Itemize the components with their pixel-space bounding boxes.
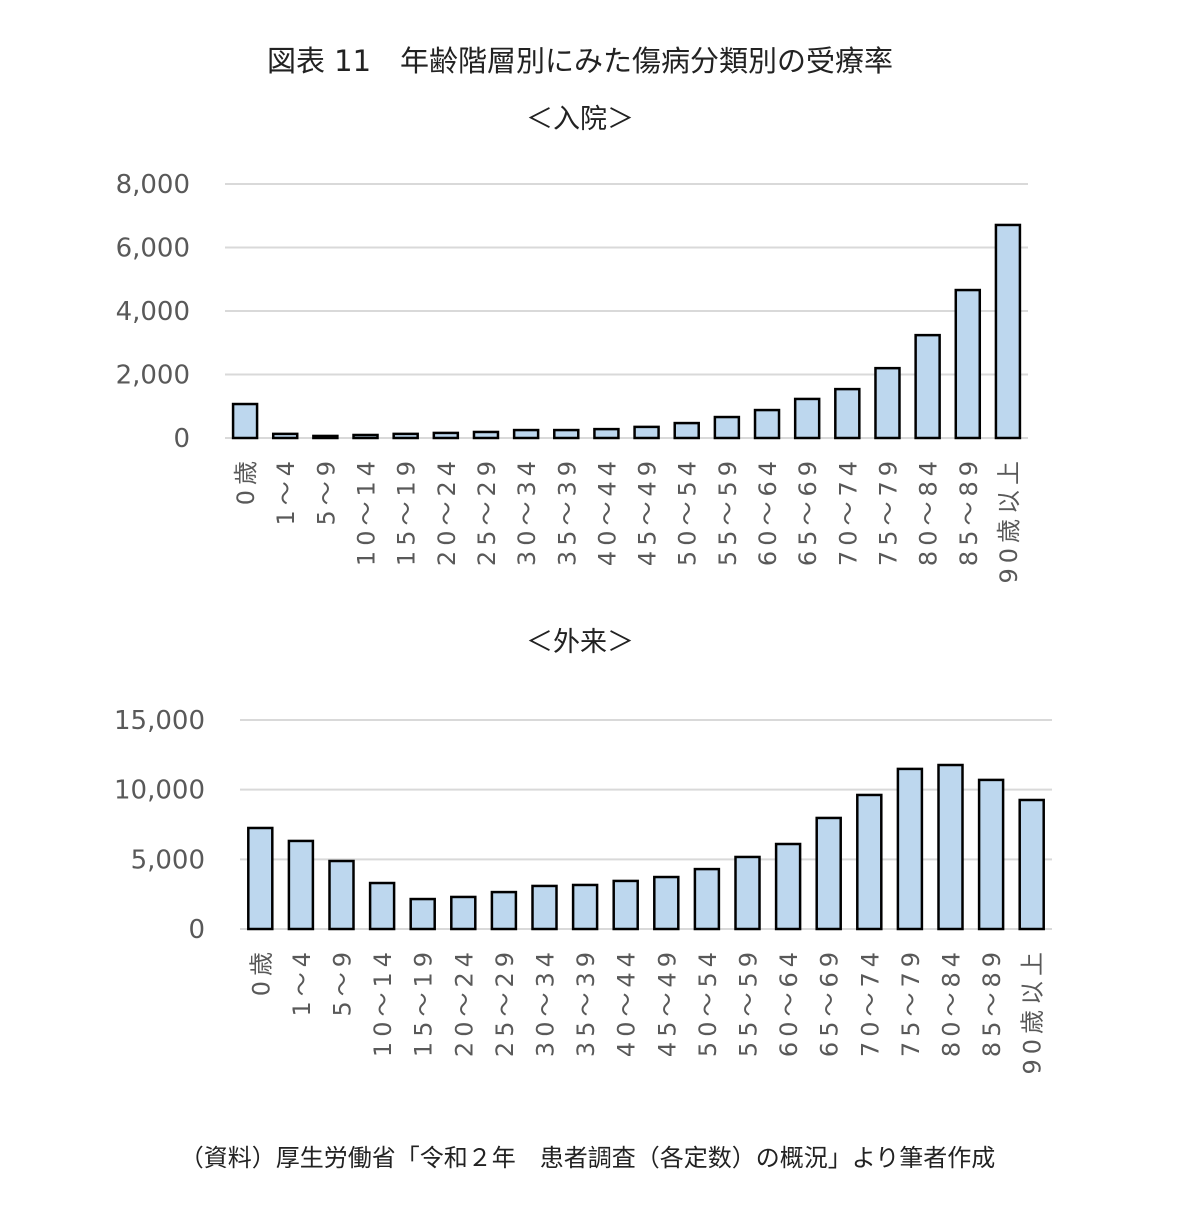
x-tick-label: 70～74 (856, 947, 884, 1057)
x-tick-label: 40～44 (613, 947, 641, 1057)
bar (553, 428, 580, 440)
x-tick-label: 60～64 (775, 947, 803, 1057)
x-tick-label: 80～84 (915, 456, 943, 566)
x-tick-label: 85～89 (978, 947, 1006, 1057)
bar (874, 366, 901, 440)
x-tick-label: 5～9 (312, 456, 340, 526)
bar (896, 767, 924, 931)
x-tick-label: 60～64 (754, 456, 782, 566)
x-tick-label: 0歳 (232, 456, 260, 505)
x-tick-label: 1～4 (288, 947, 316, 1017)
x-tick-label: 70～74 (834, 456, 862, 566)
x-tick-label: 1～4 (272, 456, 300, 526)
x-tick-label: 5～9 (329, 947, 357, 1017)
x-tick-label: 85～89 (955, 456, 983, 566)
bar (633, 425, 660, 440)
y-tick-label: 6,000 (116, 234, 190, 264)
x-tick-label: 10～14 (369, 947, 397, 1057)
bar (693, 867, 721, 931)
bar (774, 842, 802, 931)
bar (753, 408, 781, 440)
x-tick-label: 55～59 (714, 456, 742, 566)
bar (673, 421, 700, 440)
x-tick-label: 30～34 (532, 947, 560, 1057)
bar (472, 430, 500, 440)
bar (531, 884, 558, 931)
bar (653, 875, 680, 931)
bar (793, 397, 821, 440)
y-tick-label: 0 (173, 424, 190, 454)
x-tick-label: 10～14 (353, 456, 381, 566)
x-tick-label: 0歳 (247, 947, 275, 996)
bar (490, 890, 518, 931)
y-tick-label: 0 (188, 915, 205, 945)
x-tick-label: 35～39 (553, 456, 581, 566)
bar (612, 879, 639, 931)
bar (856, 793, 883, 931)
bar (287, 839, 315, 931)
bar (713, 415, 741, 440)
bar (815, 816, 842, 931)
x-tick-label: 25～29 (491, 947, 519, 1057)
figure-title: 図表 11 年齢階層別にみた傷病分類別の受療率 (266, 44, 894, 78)
y-tick-label: 4,000 (116, 297, 190, 327)
x-tick-label: 40～44 (593, 456, 621, 566)
bar (312, 434, 339, 440)
bar (914, 333, 941, 440)
bar (409, 897, 436, 931)
y-tick-label: 5,000 (131, 845, 205, 875)
bar (271, 432, 299, 440)
inpatient-chart: 0 2,000 4,000 6,000 8,000 0歳 1～4 5～9 10～14 15～19 2… (116, 170, 1028, 584)
x-tick-label: 50～54 (694, 947, 722, 1057)
bar (392, 432, 419, 440)
x-tick-label: 80～84 (938, 947, 966, 1057)
bar (450, 895, 477, 931)
bar (734, 855, 761, 931)
x-tick-label: 25～29 (473, 456, 501, 566)
bar (1018, 798, 1045, 931)
bar (328, 859, 355, 931)
bar (352, 433, 379, 440)
bar (571, 883, 599, 931)
x-tick-label: 90歳以上 (1019, 947, 1047, 1075)
y-tick-label: 10,000 (114, 776, 205, 806)
y-tick-label: 2,000 (116, 361, 190, 391)
x-tick-label: 15～19 (410, 947, 438, 1057)
bar (834, 387, 861, 440)
y-tick-label: 8,000 (116, 170, 190, 200)
bar (247, 826, 274, 931)
x-tick-label: 20～24 (450, 947, 478, 1057)
bar (368, 881, 396, 931)
bar (977, 778, 1005, 931)
x-tick-label: 45～49 (653, 947, 681, 1057)
x-tick-label: 15～19 (393, 456, 421, 566)
x-tick-label: 30～34 (513, 456, 541, 566)
bar (512, 428, 540, 440)
x-tick-label: 90歳以上 (995, 456, 1023, 584)
x-tick-label: 50～54 (674, 456, 702, 566)
x-tick-label: 65～69 (794, 456, 822, 566)
x-tick-label: 75～79 (897, 947, 925, 1057)
bar (954, 288, 982, 440)
bar (937, 763, 964, 931)
x-tick-label: 45～49 (634, 456, 662, 566)
x-tick-label: 65～69 (816, 947, 844, 1057)
x-tick-label: 20～24 (433, 456, 461, 566)
bar (432, 431, 460, 440)
x-tick-label: 55～59 (735, 947, 763, 1057)
y-tick-label: 15,000 (114, 706, 205, 736)
x-tick-label: 75～79 (874, 456, 902, 566)
inpatient-chart-title: ＜入院＞ (526, 104, 634, 135)
source-note: （資料）厚生労働省「令和２年 患者調査（各定数）の概況」より筆者作成 (179, 1144, 996, 1172)
bar (593, 427, 620, 440)
bar (231, 402, 259, 440)
bar (994, 223, 1022, 440)
outpatient-chart-title: ＜外来＞ (526, 627, 634, 658)
x-tick-label: 35～39 (572, 947, 600, 1057)
